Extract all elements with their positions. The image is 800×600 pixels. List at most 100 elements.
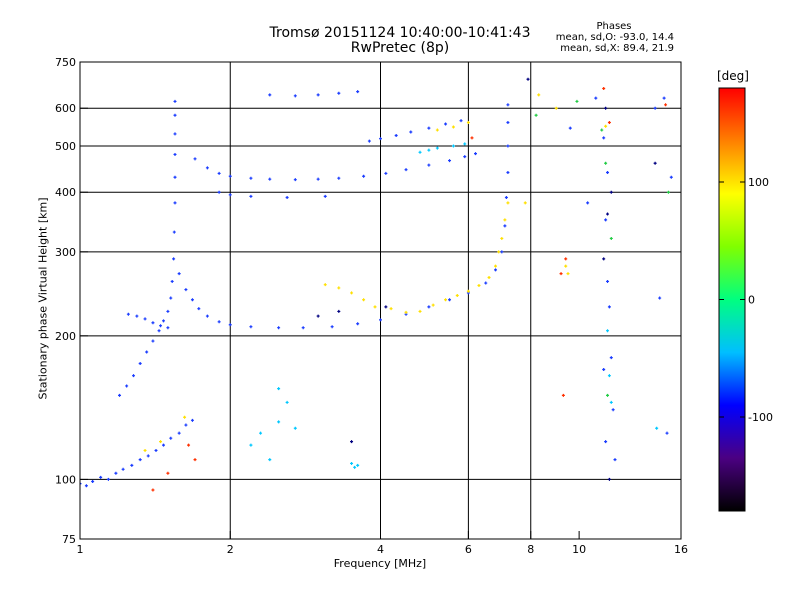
data-point <box>353 465 357 469</box>
data-point <box>350 440 354 444</box>
data-point <box>323 194 327 198</box>
data-point <box>268 177 272 181</box>
data-point <box>607 477 611 481</box>
data-point <box>316 177 320 181</box>
data-point <box>655 426 659 430</box>
data-point <box>217 190 221 194</box>
data-point <box>249 443 253 447</box>
data-point <box>473 152 477 156</box>
data-point <box>190 418 194 422</box>
y-tick-label: 100 <box>55 473 76 486</box>
data-point <box>337 91 341 95</box>
data-point <box>379 137 382 141</box>
data-point <box>606 212 610 216</box>
data-point <box>534 113 538 117</box>
data-point <box>173 99 177 103</box>
data-point <box>138 361 142 365</box>
grid <box>80 62 681 539</box>
data-point <box>537 93 541 97</box>
data-point <box>586 201 590 205</box>
data-point <box>356 322 360 326</box>
data-point <box>494 264 498 268</box>
data-point <box>99 475 103 479</box>
data-point <box>316 93 320 97</box>
data-points <box>80 77 673 492</box>
data-point <box>604 440 608 444</box>
data-point <box>356 90 360 94</box>
data-point <box>177 431 181 435</box>
phase-stats-title: Phases <box>596 21 632 32</box>
data-point <box>613 458 617 462</box>
data-point <box>337 309 341 313</box>
data-point <box>205 314 209 318</box>
data-point <box>653 161 657 165</box>
data-point <box>350 461 354 465</box>
data-point <box>151 321 155 325</box>
data-point <box>249 176 253 180</box>
data-point <box>606 329 610 333</box>
data-point <box>506 170 510 174</box>
x-axis-label: Frequency [MHz] <box>333 557 427 570</box>
data-point <box>249 325 253 329</box>
colorbar: 100 0 -100 <box>718 87 773 512</box>
data-point <box>193 157 197 161</box>
data-point <box>183 415 187 419</box>
data-point <box>170 279 174 283</box>
data-point <box>497 250 501 254</box>
data-point <box>564 257 568 261</box>
data-point <box>653 106 657 110</box>
data-point <box>173 152 177 156</box>
data-point <box>228 323 232 327</box>
y-axis-label: Stationary phase Virtual Height [km] <box>36 197 50 400</box>
data-point <box>356 463 360 467</box>
data-point <box>566 272 570 276</box>
data-point <box>561 393 565 397</box>
data-point <box>568 126 572 130</box>
colorbar-tick-label: 0 <box>748 294 755 307</box>
y-tick-label: 500 <box>55 140 76 153</box>
data-point <box>602 367 606 371</box>
data-point <box>409 130 413 134</box>
data-point <box>143 317 147 321</box>
data-point <box>494 268 498 272</box>
y-tick-label: 300 <box>55 246 76 259</box>
data-point <box>389 307 393 311</box>
data-point <box>151 339 155 343</box>
data-point <box>611 408 615 412</box>
data-point <box>145 350 149 354</box>
data-point <box>559 272 563 276</box>
data-point <box>451 144 455 148</box>
data-point <box>177 272 181 276</box>
data-point <box>427 163 431 167</box>
data-point <box>427 148 431 152</box>
data-point <box>665 431 669 435</box>
data-point <box>506 144 510 148</box>
axis-ticks: 1 2 4 6 8 10 16 75 100 200 300 400 500 600 750 <box>55 56 688 556</box>
data-point <box>604 218 608 222</box>
data-point <box>373 305 377 309</box>
data-point <box>166 326 170 330</box>
data-point <box>157 329 161 333</box>
data-point <box>609 236 613 240</box>
data-point <box>404 310 408 314</box>
data-point <box>277 420 281 424</box>
data-point <box>330 325 334 329</box>
data-point <box>293 426 297 430</box>
data-point <box>604 106 608 110</box>
data-point <box>606 393 610 397</box>
data-point <box>323 283 327 287</box>
data-point <box>143 448 147 452</box>
data-point <box>193 458 197 462</box>
data-point <box>575 99 579 103</box>
data-point <box>126 312 130 316</box>
data-point <box>394 133 398 137</box>
data-point <box>444 122 448 126</box>
data-point <box>173 132 177 136</box>
data-point <box>118 393 122 397</box>
data-point <box>435 146 439 150</box>
data-point <box>609 190 613 194</box>
data-point <box>173 201 177 205</box>
data-point <box>316 314 320 318</box>
data-point <box>506 121 510 125</box>
